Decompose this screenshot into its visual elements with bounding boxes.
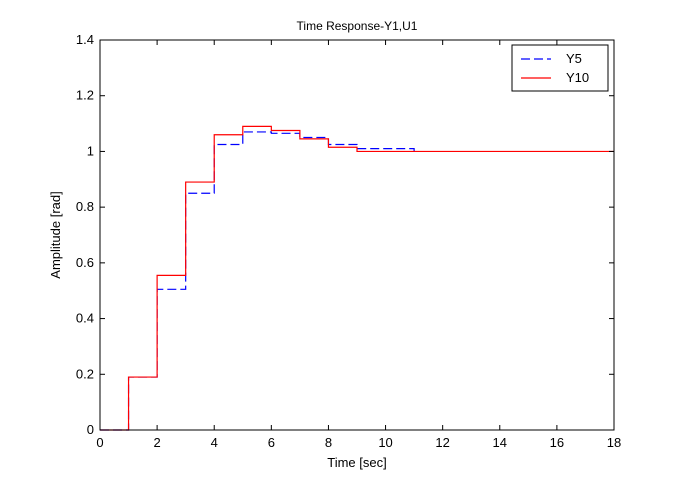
- y-tick-label: 1.4: [76, 32, 94, 47]
- series-line-y5: [100, 131, 415, 431]
- y-tick-label: 0.6: [76, 255, 94, 270]
- chart-title: Time Response-Y1,U1: [297, 19, 418, 33]
- x-axis-label: Time [sec]: [327, 455, 386, 470]
- y-tick-label: 0.2: [76, 366, 94, 381]
- x-tick-label: 6: [268, 435, 275, 450]
- series-line-y10: [100, 125, 614, 431]
- legend-label-y10: Y10: [566, 70, 589, 85]
- y-axis: 0 0.2 0.4 0.6 0.8 1 1.2 1.4: [76, 32, 614, 437]
- x-tick-label: 4: [211, 435, 218, 450]
- y-tick-label: 1: [87, 143, 94, 158]
- y-tick-label: 0.8: [76, 199, 94, 214]
- series-layer: [100, 125, 614, 431]
- x-tick-label: 2: [153, 435, 160, 450]
- legend-box: [511, 44, 609, 92]
- x-axis: 0 2 4 6 8 10 12 14 16 18: [96, 40, 621, 450]
- axes-box: [99, 39, 615, 431]
- y-tick-label: 0.4: [76, 311, 94, 326]
- legend-label-y5: Y5: [566, 51, 582, 66]
- x-tick-label: 12: [435, 435, 449, 450]
- x-tick-label: 10: [378, 435, 392, 450]
- y-tick-label: 1.2: [76, 88, 94, 103]
- y-tick-label: 0: [87, 422, 94, 437]
- x-tick-label: 14: [493, 435, 507, 450]
- x-tick-label: 16: [550, 435, 564, 450]
- y-axis-label: Amplitude [rad]: [48, 191, 63, 278]
- axes-background: [100, 40, 614, 430]
- x-tick-label: 0: [96, 435, 103, 450]
- x-tick-label: 8: [325, 435, 332, 450]
- x-tick-label: 18: [607, 435, 621, 450]
- legend: Y5 Y10: [511, 44, 609, 92]
